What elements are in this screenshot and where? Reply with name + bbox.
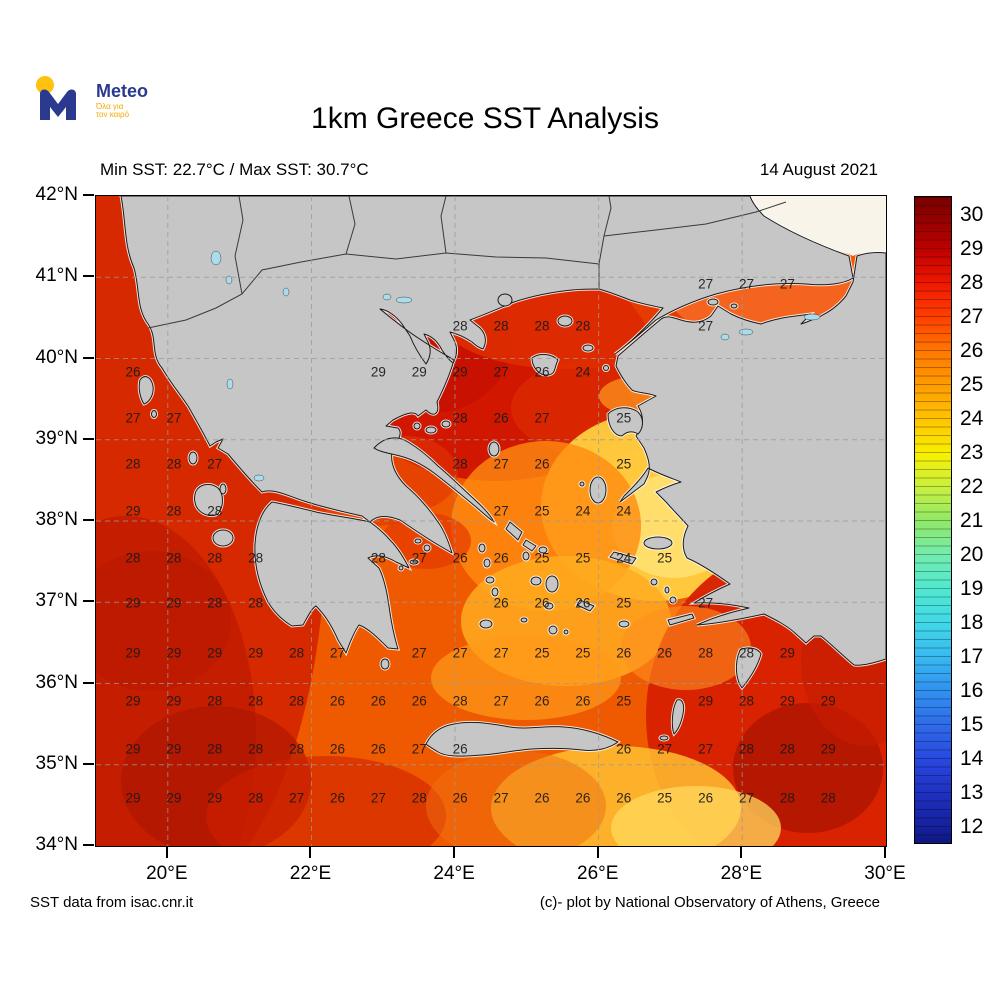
minmax-sst-label: Min SST: 22.7°C / Max SST: 30.7°C [100,160,369,179]
lon-label: 30°E [864,863,906,884]
colorbar-tick-label: 15 [960,712,984,736]
meteo-logo-icon [36,76,76,120]
copyright-label: (c)- plot by National Observatory of Ath… [539,894,880,911]
colorbar-tick-label: 28 [960,270,984,294]
lat-label: 40°N [35,346,78,368]
lat-label: 35°N [35,752,78,774]
colorbar-tick-label: 14 [960,746,984,770]
lat-label: 41°N [35,265,78,287]
lat-tick [83,844,94,846]
colorbar-tick-label: 30 [960,202,984,226]
colorbar-tick-label: 24 [960,406,984,430]
graticule [96,196,886,846]
logo-tagline: Όλα για τον καιρό [96,102,130,119]
lat-label: 37°N [35,590,78,612]
colorbar-gradient [915,197,951,843]
lon-tick [884,847,886,858]
colorbar-tick-label: 17 [960,644,984,668]
lat-label: 39°N [35,427,78,449]
colorbar-tick-label: 21 [960,508,984,532]
lat-label: 36°N [35,671,78,693]
lat-tick [83,681,94,684]
colorbar-tick-label: 13 [960,780,984,804]
lat-tick [83,600,94,603]
colorbar-tick-label: 22 [960,474,984,498]
data-source-label: SST data from isac.cnr.it [30,894,194,911]
sst-field [96,196,886,846]
logo-name: Meteo [96,81,149,101]
sst-map: 27 27 27 28 28 28 28 27 26 29 29 29 27 26 24 27 27 28 26 27… [95,195,887,847]
colorbar-segments [915,197,951,843]
lon-tick [740,847,743,858]
lat-tick [83,437,94,440]
lat-label: 38°N [35,509,78,530]
colorbar [914,196,952,844]
lat-tick [83,762,94,765]
lat-label: 42°N [35,184,78,205]
page-title: 1km Greece SST Analysis [311,102,659,135]
lat-tick [83,519,94,521]
meteo-logo: Meteo Όλα για τον καιρό [34,76,148,128]
colorbar-tick-label: 18 [960,610,984,634]
lat-tick [83,194,94,196]
lat-tick [83,356,94,359]
colorbar-tick-label: 27 [960,304,984,328]
colorbar-tick-label: 16 [960,678,984,702]
lon-tick [309,847,312,858]
country-borders [147,196,787,329]
date-label: 14 August 2021 [759,160,878,179]
colorbar-tick-label: 19 [960,576,984,600]
lon-tick [596,847,599,858]
colorbar-tick-label: 25 [960,372,984,396]
lon-label: 24°E [433,863,475,884]
lon-tick [165,847,168,858]
colorbar-tick-label: 29 [960,236,984,260]
black-sea-nodata [750,196,886,256]
lon-label: 26°E [577,863,619,884]
lat-tick [83,275,94,278]
colorbar-tick-label: 12 [960,814,984,838]
colorbar-tick-label: 26 [960,338,984,362]
lon-label: 20°E [146,863,188,884]
colorbar-tick-label: 23 [960,440,984,464]
colorbar-tick-label: 20 [960,542,984,566]
lon-label: 22°E [289,863,332,884]
lat-label: 34°N [35,834,78,855]
lon-label: 28°E [720,863,763,884]
lon-tick [453,847,456,858]
